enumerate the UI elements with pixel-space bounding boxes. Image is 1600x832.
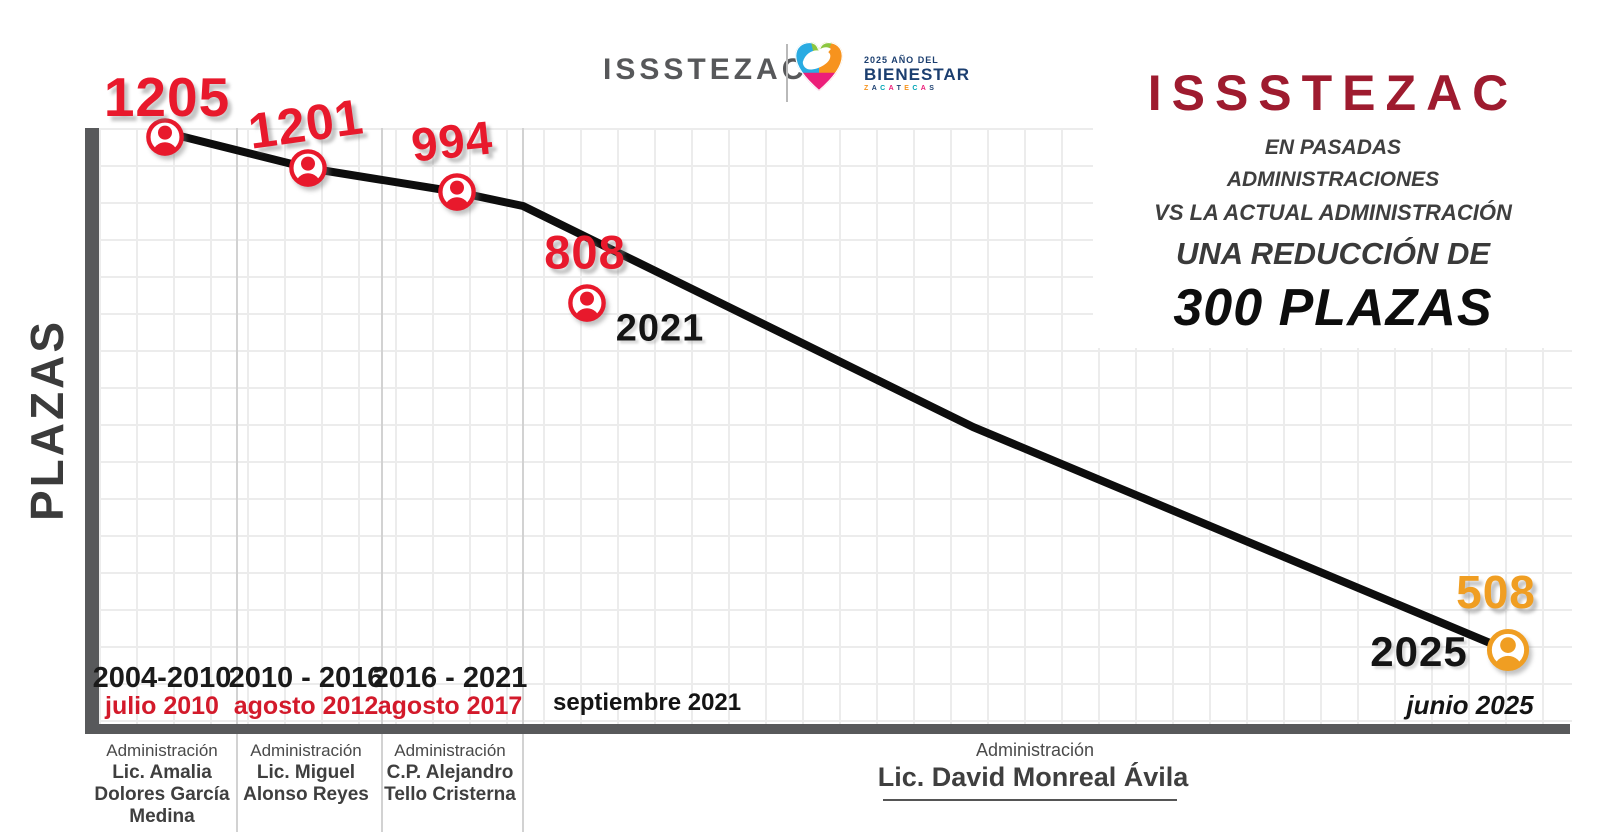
period-2010-2016: 2010 - 2016 — [228, 662, 384, 694]
logo-divider — [786, 44, 788, 102]
admin-name-alonso-reyes: Lic. Miguel Alonso Reyes — [243, 762, 369, 805]
heart-dove-icon — [795, 42, 843, 92]
person-marker-994 — [438, 173, 476, 211]
year-label-2021: 2021 — [615, 307, 705, 350]
panel-subtitle-3: VS LA ACTUAL ADMINISTRACIÓN — [1154, 200, 1512, 225]
zacatecas-letter: A — [888, 85, 897, 92]
date-julio-2010: julio 2010 — [105, 692, 219, 720]
person-marker-1205 — [146, 118, 184, 156]
zacatecas-letter: C — [880, 85, 889, 92]
zacatecas-letter: C — [912, 85, 921, 92]
column-divider — [381, 128, 383, 832]
value-label-808: 808 — [544, 225, 626, 279]
badge-line-1: 2025 AÑO DEL — [864, 55, 939, 65]
zacatecas-letter: Z — [864, 85, 872, 92]
date-septiembre-2021: septiembre 2021 — [553, 689, 742, 716]
date-agosto-2017: agosto 2017 — [377, 692, 523, 720]
admin-label-4: Administración — [975, 740, 1095, 760]
admin-label-1: Administración — [106, 741, 218, 760]
value-label-508: 508 — [1456, 566, 1536, 618]
admin-name-underline — [883, 799, 1177, 801]
admin-name-monreal-avila: Lic. David Monreal Ávila — [877, 762, 1189, 792]
column-divider — [236, 128, 238, 832]
admin-label-2: Administración — [250, 741, 362, 760]
zacatecas-letter: A — [871, 85, 881, 92]
zacatecas-letter: E — [904, 85, 913, 92]
y-axis — [85, 128, 99, 734]
person-marker-1201 — [289, 149, 327, 187]
x-axis — [85, 724, 1570, 734]
zacatecas-letter: S — [929, 85, 938, 92]
panel-brand: ISSSTEZAC — [1147, 65, 1519, 121]
value-label-1205: 1205 — [103, 66, 231, 128]
person-marker-508 — [1486, 628, 1530, 672]
zacatecas-letter: T — [896, 85, 905, 92]
admin-name-tello-cristerna: C.P. Alejandro Tello Cristerna — [384, 762, 516, 805]
person-marker-808 — [568, 284, 606, 322]
value-label-994: 994 — [408, 110, 496, 172]
admin-name-garcia-medina: Lic. Amalia Dolores García Medina — [94, 762, 230, 827]
panel-subtitle-1: EN PASADAS — [1264, 136, 1402, 159]
date-agosto-2012: agosto 2012 — [233, 692, 379, 720]
admin-label-3: Administración — [394, 741, 506, 760]
period-2004-2010: 2004-2010 — [92, 662, 232, 694]
panel-reduction-value: 300 PLAZAS — [1173, 279, 1493, 337]
bienestar-badge: 2025 AÑO DEL BIENESTAR ZACATECAS — [864, 55, 970, 93]
zacatecas-letter: A — [920, 85, 930, 92]
logo-wordmark: ISSSTEZAC — [603, 53, 808, 86]
period-2016-2021: 2016 - 2021 — [372, 662, 528, 694]
title-panel: ISSSTEZAC EN PASADAS ADMINISTRACIONES VS… — [1093, 56, 1573, 348]
date-junio-2025: junio 2025 — [1406, 690, 1534, 720]
year-label-2025: 2025 — [1370, 628, 1468, 675]
panel-reduction-text: UNA REDUCCIÓN DE — [1175, 236, 1491, 271]
panel-subtitle-2: ADMINISTRACIONES — [1226, 168, 1440, 191]
badge-zacatecas: ZACATECAS — [864, 85, 970, 92]
column-divider — [522, 128, 524, 832]
badge-line-2: BIENESTAR — [864, 65, 970, 84]
